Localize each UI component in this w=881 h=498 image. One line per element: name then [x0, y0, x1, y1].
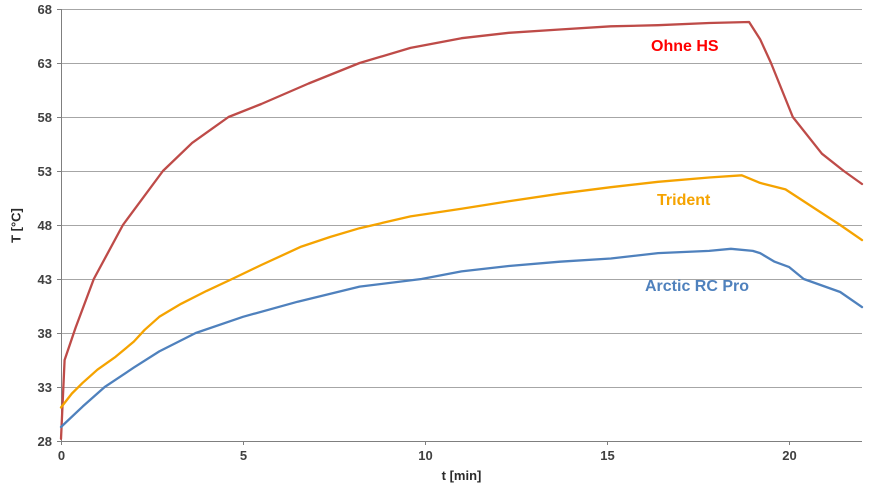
- svg-text:68: 68: [38, 2, 52, 17]
- svg-text:48: 48: [38, 218, 52, 233]
- series-line-2: [59, 247, 864, 429]
- series-label-arctic-rc-pro: Arctic RC Pro: [645, 278, 750, 295]
- svg-text:38: 38: [38, 326, 52, 341]
- svg-text:10: 10: [418, 448, 432, 463]
- svg-text:58: 58: [38, 110, 52, 125]
- svg-text:0: 0: [58, 448, 65, 463]
- x-axis-title: t [min]: [441, 468, 482, 483]
- svg-text:33: 33: [38, 380, 52, 395]
- series-line-0: [59, 20, 864, 440]
- series-label-ohne-hs: Ohne HS: [651, 38, 719, 55]
- series-label-trident: Trident: [657, 192, 711, 209]
- y-axis-title: T [°C]: [8, 208, 24, 243]
- svg-text:43: 43: [38, 272, 52, 287]
- svg-text:20: 20: [782, 448, 796, 463]
- svg-text:53: 53: [38, 164, 52, 179]
- svg-text:28: 28: [38, 434, 52, 449]
- series-line-1: [59, 174, 864, 409]
- svg-text:15: 15: [600, 448, 614, 463]
- svg-text:5: 5: [240, 448, 247, 463]
- svg-text:63: 63: [38, 56, 52, 71]
